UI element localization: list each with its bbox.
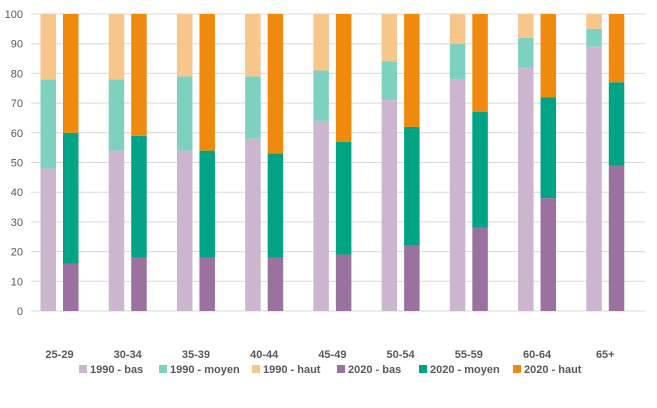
bar-segment <box>63 263 79 311</box>
legend-label: 1990 - bas <box>90 364 143 376</box>
legend-item: 2020 - bas <box>337 364 401 376</box>
y-tick-label: 0 <box>17 306 23 318</box>
legend-swatch <box>252 365 260 373</box>
bar-segment <box>472 227 488 311</box>
bar-segment <box>518 67 534 312</box>
bar-segment <box>586 28 602 47</box>
bar-segment <box>449 43 466 80</box>
y-tick-label: 70 <box>11 98 23 110</box>
bar-segment <box>245 14 261 77</box>
legend-item: 2020 - haut <box>513 364 582 376</box>
bar-segment <box>472 112 488 228</box>
legend-label: 2020 - moyen <box>430 364 500 376</box>
bar-segment <box>245 138 261 311</box>
bar-segment <box>267 257 284 311</box>
bar-segment <box>608 165 625 311</box>
bar-segment <box>40 79 56 169</box>
bar-segment <box>131 257 147 311</box>
y-axis: 0 10 20 30 40 50 60 70 80 90 100 <box>5 9 23 318</box>
x-tick-label: 30-34 <box>114 349 143 361</box>
bar-segment <box>472 14 488 113</box>
bar-segment <box>108 14 125 80</box>
bar-segment <box>63 14 79 133</box>
legend-swatch <box>79 365 87 373</box>
bar-segment <box>608 14 625 83</box>
legend-swatch <box>159 365 167 373</box>
bar-segment <box>540 14 557 98</box>
legend-label: 2020 - haut <box>524 364 582 376</box>
legend-swatch <box>513 365 521 373</box>
bar-segment <box>381 100 398 311</box>
bar-segment <box>335 141 352 255</box>
bar-segment <box>608 82 625 166</box>
bars <box>40 14 625 312</box>
bar-segment <box>518 37 534 68</box>
bar-segment <box>199 14 215 151</box>
legend-item: 1990 - haut <box>252 364 321 376</box>
y-tick-label: 100 <box>5 9 23 21</box>
bar-segment <box>63 132 79 264</box>
bar-segment <box>176 76 193 151</box>
y-tick-label: 30 <box>11 217 23 229</box>
x-tick-label: 25-29 <box>45 349 73 361</box>
y-tick-label: 60 <box>11 128 23 140</box>
bar-segment <box>518 14 534 38</box>
bar-segment <box>199 257 215 311</box>
bar-segment <box>176 14 193 77</box>
bar-segment <box>313 120 329 311</box>
bar-segment <box>404 245 420 311</box>
bar-segment <box>313 14 329 71</box>
legend-item: 1990 - bas <box>79 364 143 376</box>
legend-label: 2020 - bas <box>348 364 401 376</box>
bar-segment <box>267 14 284 154</box>
bar-segment <box>381 61 398 101</box>
x-tick-label: 35-39 <box>182 349 210 361</box>
bar-segment <box>586 14 602 29</box>
bar-segment <box>313 70 329 121</box>
y-tick-label: 40 <box>11 187 23 199</box>
legend-swatch <box>337 365 345 373</box>
bar-segment <box>108 79 125 151</box>
legend: 1990 - bas 1990 - moyen 1990 - haut 2020 - … <box>79 364 582 376</box>
bar-segment <box>40 168 56 311</box>
legend-swatch <box>419 365 427 373</box>
legend-label: 1990 - haut <box>263 364 321 376</box>
bar-segment <box>335 14 352 142</box>
bar-segment <box>449 14 466 44</box>
legend-label: 1990 - moyen <box>170 364 240 376</box>
bar-segment <box>540 198 557 311</box>
bar-segment <box>335 254 352 311</box>
y-tick-label: 90 <box>11 39 23 51</box>
x-tick-label: 40-44 <box>250 349 279 361</box>
bar-segment <box>245 76 261 139</box>
bar-segment <box>404 126 420 246</box>
bar-segment <box>199 150 215 258</box>
bar-segment <box>540 97 557 199</box>
bar-segment <box>449 79 466 311</box>
x-tick-label: 60-64 <box>523 349 552 361</box>
bar-segment <box>176 150 193 311</box>
bar-segment <box>267 153 284 258</box>
bar-segment <box>131 14 147 136</box>
x-axis: 25-29 30-34 35-39 40-44 45-49 50-54 55-59 60-64… <box>45 349 614 361</box>
legend-item: 1990 - moyen <box>159 364 240 376</box>
legend-item: 2020 - moyen <box>419 364 500 376</box>
bar-segment <box>381 14 398 62</box>
y-tick-label: 20 <box>11 247 23 259</box>
x-tick-label: 45-49 <box>318 349 346 361</box>
bar-segment <box>108 150 125 311</box>
y-tick-label: 10 <box>11 276 23 288</box>
y-tick-label: 50 <box>11 158 23 170</box>
bar-segment <box>586 46 602 312</box>
bar-segment <box>131 135 147 258</box>
x-tick-label: 55-59 <box>455 349 483 361</box>
y-tick-label: 80 <box>11 68 23 80</box>
bar-segment <box>404 14 420 127</box>
x-tick-label: 65+ <box>596 349 615 361</box>
bar-segment <box>40 14 56 80</box>
x-tick-label: 50-54 <box>387 349 416 361</box>
